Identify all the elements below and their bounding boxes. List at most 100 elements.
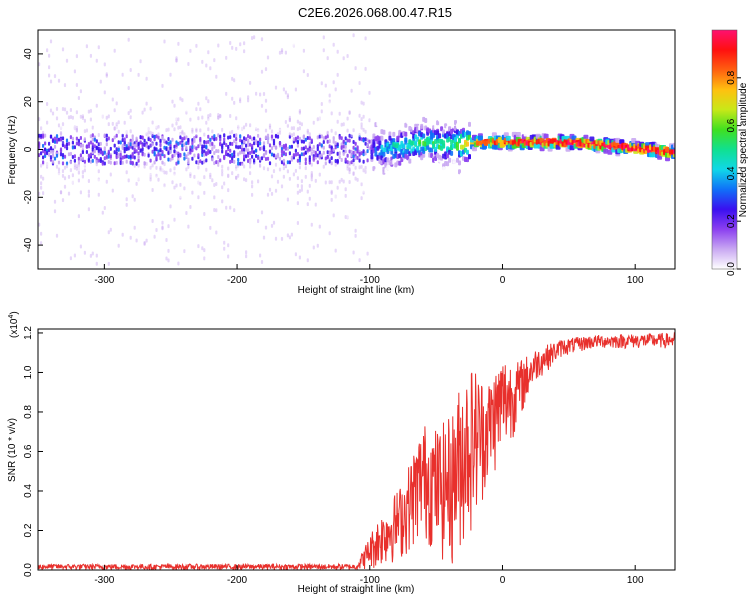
heatmap-cell [147,137,150,142]
heatmap-cell [257,129,260,134]
heatmap-cell [300,104,303,109]
heatmap-cell [292,168,295,173]
heatmap-cell [406,182,410,188]
heatmap-cell [298,136,301,141]
heatmap-cell [135,123,138,128]
heatmap-cell [119,161,122,165]
heatmap-cell [127,165,130,170]
heatmap-cell [46,199,49,204]
heatmap-cell [131,116,134,121]
heatmap-cell [183,94,186,99]
heatmap-cell [215,121,218,126]
heatmap-cell [57,123,61,128]
heatmap-cell [87,112,90,117]
heatmap-cell [302,80,305,84]
heatmap-cell [171,123,174,128]
heatmap-cell [322,111,325,116]
heatmap-cell [428,121,432,127]
heatmap-cell [109,204,112,209]
heatmap-cell [85,44,88,49]
heatmap-cell [320,153,323,158]
heatmap-cell [151,199,154,204]
heatmap-cell [322,116,325,121]
heatmap-cell [326,87,329,92]
heatmap-cell [105,173,108,178]
heatmap-cell [85,144,88,149]
heatmap-cell [306,214,309,219]
heatmap-cell [296,190,299,195]
heatmap-cell [199,159,202,164]
heatmap-cell [71,162,74,167]
heatmap-cell [49,79,53,84]
heatmap-cell [266,120,270,125]
heatmap-cell [113,174,116,179]
heatmap-cell [161,83,164,88]
heatmap-cell [167,59,170,64]
heatmap-cell [314,202,317,207]
heatmap-cell [83,63,86,68]
heatmap-cell [151,188,154,192]
heatmap-cell [133,166,136,171]
heatmap-cell [63,154,67,159]
heatmap-cell [247,162,250,167]
heatmap-cell [149,177,152,182]
heatmap-cell [131,104,134,109]
heatmap-cell [51,108,55,113]
heatmap-cell [533,143,539,149]
heatmap-cell [272,220,276,225]
heatmap-cell [266,192,270,197]
heatmap-cell [153,234,156,239]
y-tick-label: -40 [23,237,34,252]
heatmap-cell [282,158,285,163]
heatmap-cell [163,162,166,167]
heatmap-cell [87,142,90,146]
heatmap-cell [73,112,76,117]
heatmap-cell [167,116,170,120]
heatmap-cell [276,192,280,197]
heatmap-cell [119,140,122,145]
heatmap-cell [145,165,148,170]
heatmap-cell [40,151,43,156]
heatmap-cell [296,158,299,163]
heatmap-cell [151,199,154,204]
heatmap-cell [227,254,230,259]
heatmap-cell [316,171,319,176]
heatmap-cell [342,128,345,133]
heatmap-cell [125,129,128,133]
heatmap-cell [79,143,82,148]
heatmap-cell [135,141,138,146]
heatmap-cell [215,110,218,115]
heatmap-cell [268,107,272,112]
heatmap-cell [374,127,378,133]
heatmap-cell [111,121,114,126]
heatmap-cell [53,259,57,264]
heatmap-cell [93,127,96,132]
heatmap-cell [105,72,108,77]
heatmap-cell [199,67,202,71]
heatmap-cell [282,144,285,148]
heatmap-cell [251,36,254,41]
heatmap-cell [241,147,244,152]
heatmap-cell [306,73,309,77]
heatmap-cell [155,147,158,152]
heatmap-cell [95,129,98,134]
heatmap-cell [316,160,319,165]
heatmap-cell [362,114,365,119]
heatmap-cell [55,120,59,125]
heatmap-cell [103,156,106,161]
heatmap-cell [231,172,234,177]
heatmap-cell [87,193,90,198]
heatmap-cell [245,171,248,176]
heatmap-cell [101,150,104,155]
heatmap-cell [348,167,351,172]
heatmap-cell [292,132,295,137]
heatmap-cell [245,122,248,127]
heatmap-cell [125,147,128,152]
heatmap-cell [259,137,262,142]
heatmap-cell [344,149,347,154]
heatmap-cell [199,171,202,176]
heatmap-cell [292,43,295,48]
heatmap-cell [65,138,69,143]
heatmap-cell [266,55,270,60]
heatmap-cell [245,172,248,177]
